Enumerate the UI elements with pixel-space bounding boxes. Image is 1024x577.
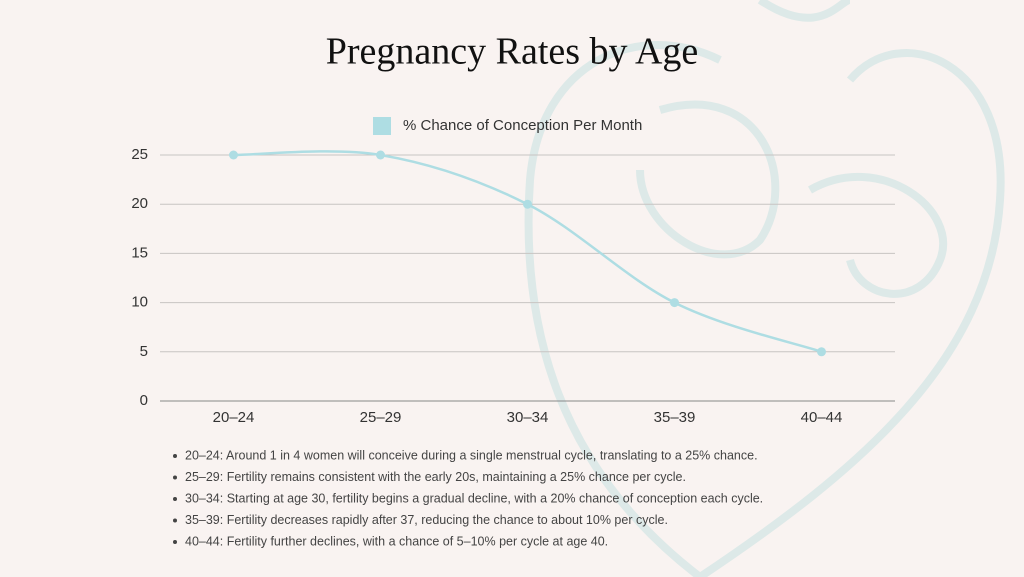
point — [670, 298, 679, 308]
legend-swatch — [373, 117, 391, 135]
x-tick-label: 30–34 — [507, 409, 549, 426]
y-tick-label: 20 — [131, 195, 148, 212]
decor-line — [697, 49, 1005, 577]
x-tick-label: 25–29 — [360, 409, 402, 426]
bullet — [173, 540, 177, 544]
bullet — [173, 475, 177, 480]
note: 30–34: Starting at age 30, fertility beg… — [185, 491, 763, 505]
decor-line — [636, 100, 780, 259]
y-tick-label: 15 — [131, 244, 148, 261]
y-tick-label: 10 — [131, 294, 148, 311]
bullet — [173, 497, 177, 501]
point — [376, 150, 385, 160]
chart-title: Pregnancy Rates by Age — [326, 31, 699, 73]
note: 20–24: Around 1 in 4 women will conceive… — [185, 448, 758, 462]
x-tick-label: 40–44 — [801, 409, 843, 426]
bullet — [173, 454, 177, 458]
y-tick-label: 5 — [140, 343, 148, 360]
note: 35–39: Fertility decreases rapidly after… — [185, 513, 668, 527]
decor-line — [808, 173, 948, 298]
bullet — [173, 518, 177, 523]
note: 25–29: Fertility remains consistent with… — [185, 470, 686, 484]
note: 40–44: Fertility further declines, with … — [185, 534, 608, 548]
legend-label: % Chance of Conception Per Month — [403, 117, 642, 134]
y-tick-label: 25 — [131, 146, 148, 163]
decor-line — [757, 0, 852, 22]
point — [229, 150, 238, 160]
point — [523, 199, 532, 209]
y-tick-label: 0 — [140, 392, 148, 409]
x-tick-label: 20–24 — [213, 409, 255, 426]
x-tick-label: 35–39 — [654, 409, 696, 426]
point — [817, 347, 826, 357]
